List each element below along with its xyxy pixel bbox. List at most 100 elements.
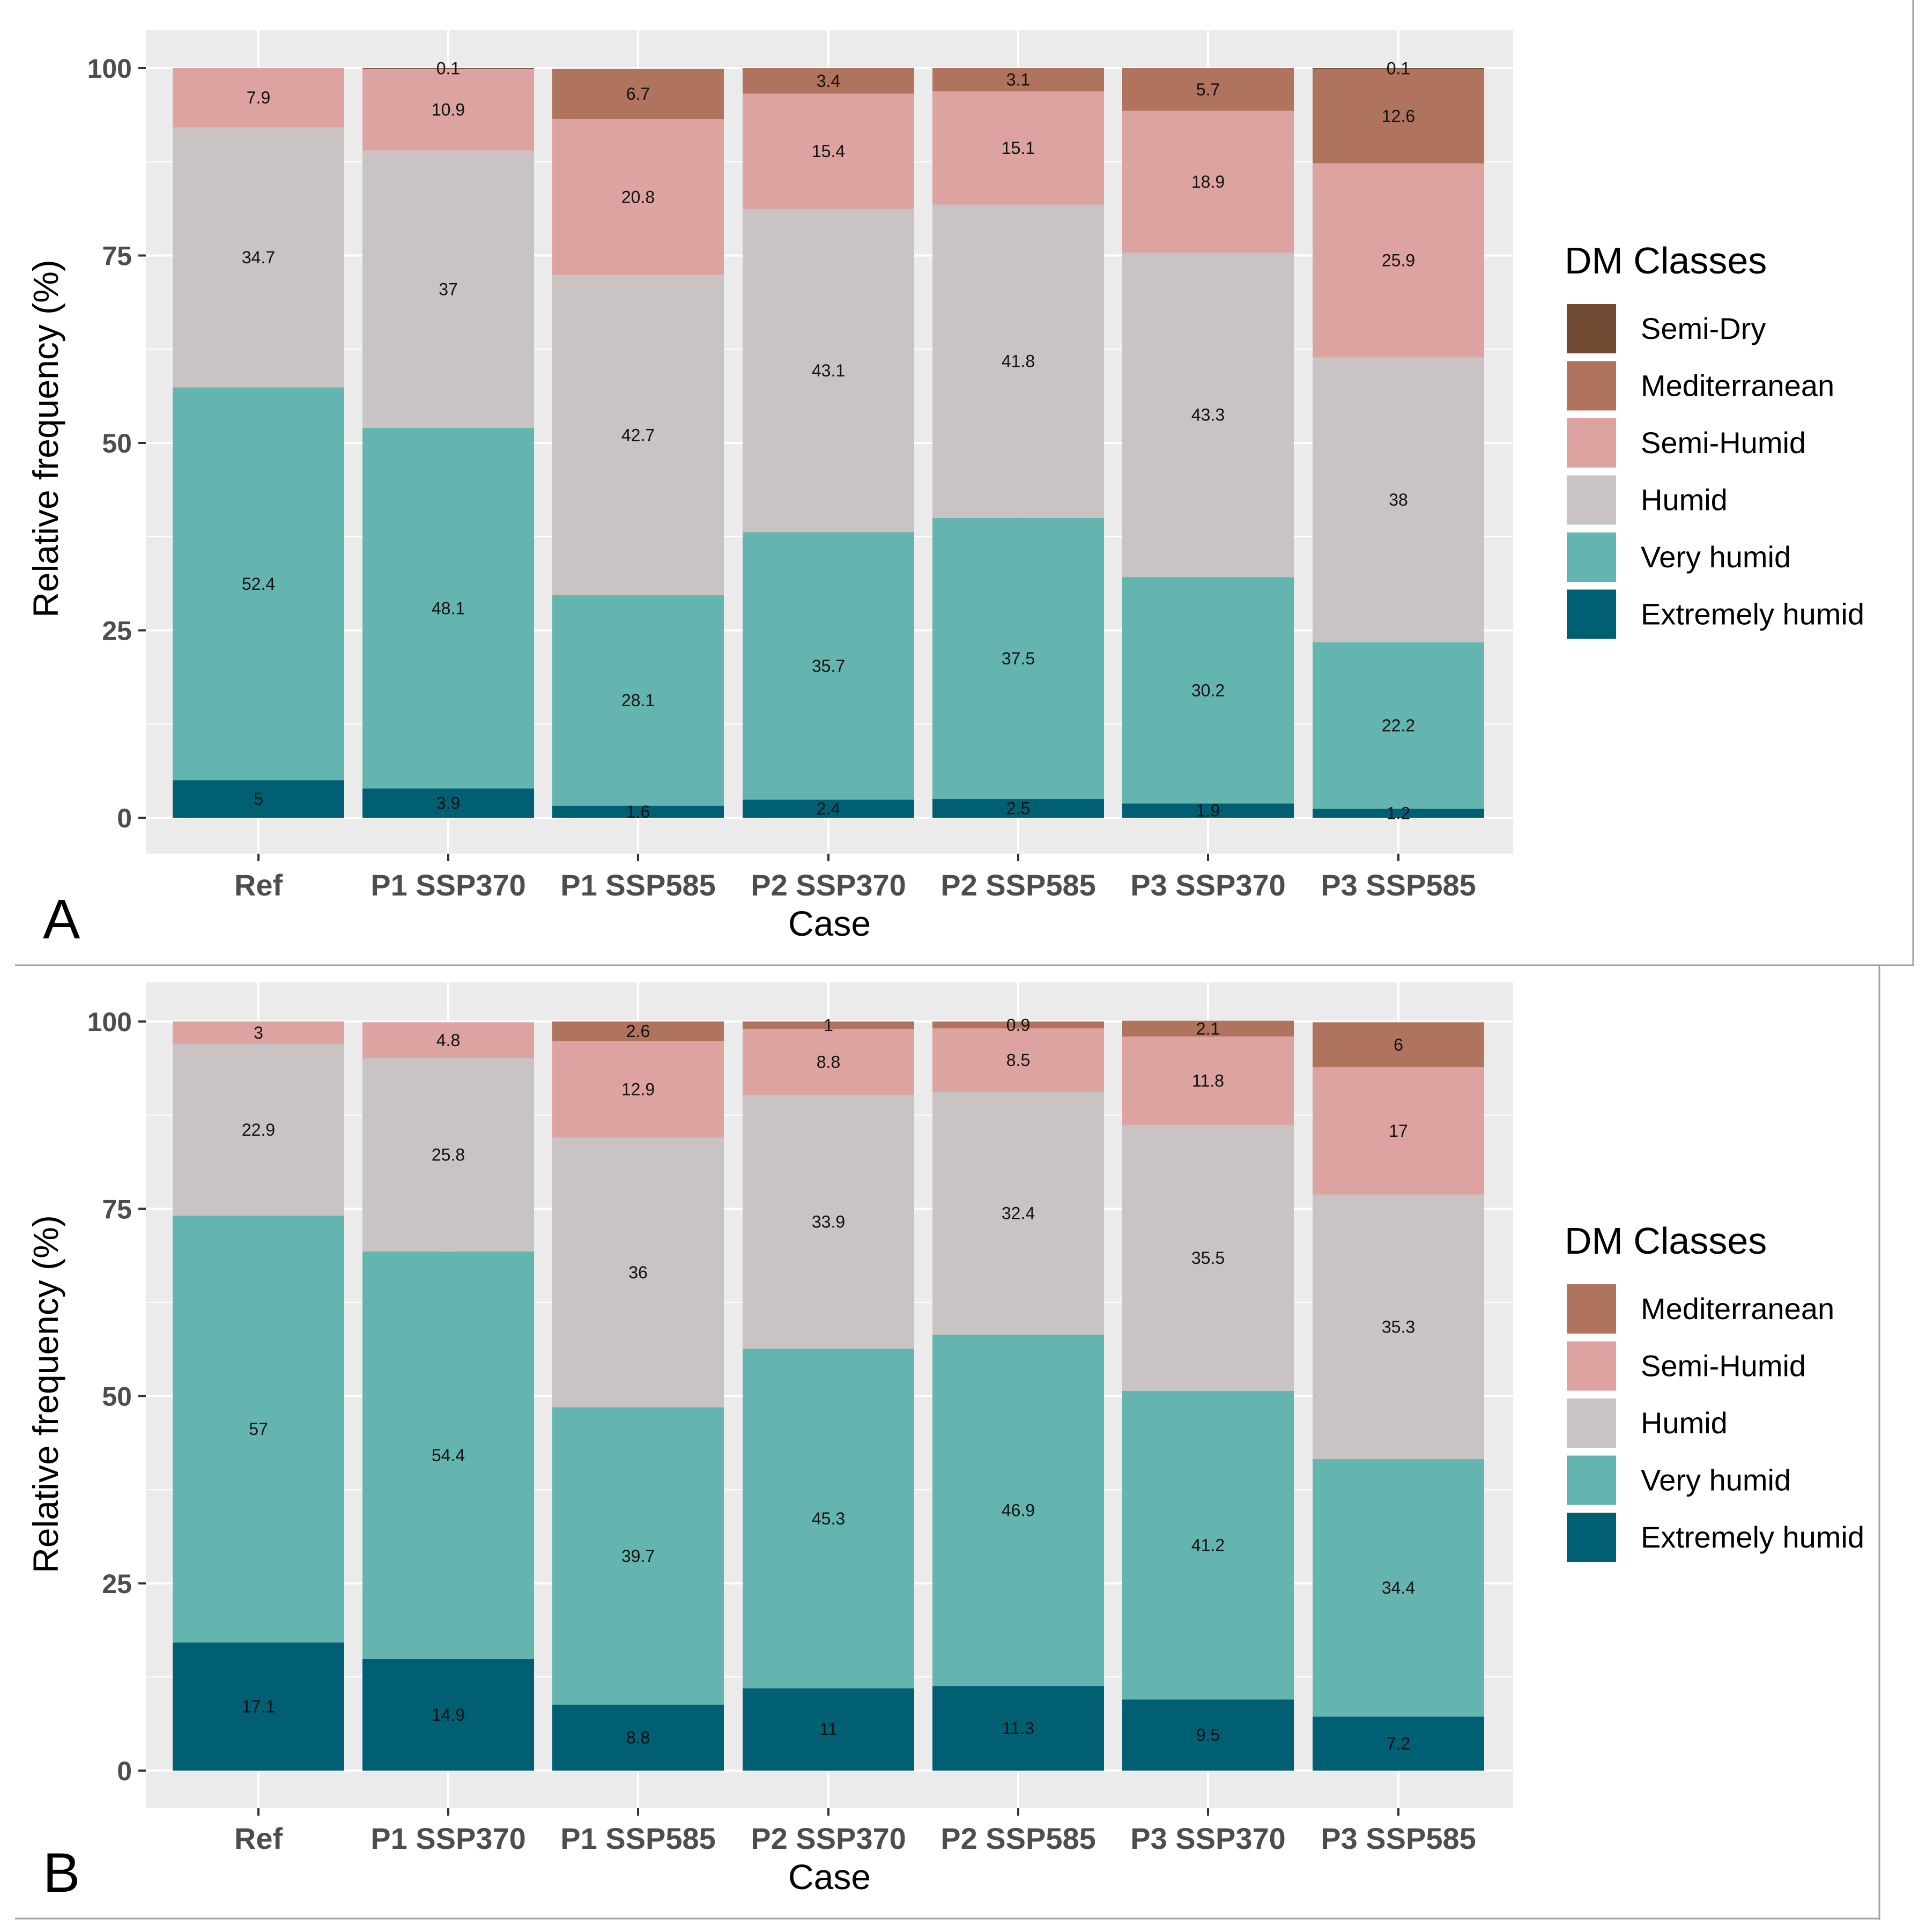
panel-label: B xyxy=(43,1842,80,1904)
bars xyxy=(173,68,1484,818)
legend-item: Semi-Humid xyxy=(1565,416,1806,470)
legend-item: Mediterranean xyxy=(1565,359,1834,413)
bar-segment-very-humid xyxy=(173,387,344,781)
data-label: 5 xyxy=(254,789,263,809)
data-label: 11 xyxy=(819,1720,837,1739)
legend-swatch xyxy=(1567,1341,1616,1391)
legend-label: Extremely humid xyxy=(1641,597,1864,631)
legend-item: Humid xyxy=(1565,473,1728,527)
panel-label: A xyxy=(43,889,80,951)
data-label: 12.6 xyxy=(1382,106,1415,125)
bar-segment-mediterranean xyxy=(932,68,1104,92)
data-label: 1.2 xyxy=(1387,804,1410,823)
data-labels: 17.1 57 22.9 3 14.9 54.4 25.8 4.8 8.8 39.7 36 12.9 2… xyxy=(242,1015,1415,1753)
legend-label: Humid xyxy=(1641,1406,1728,1440)
bar-segment-extremely-humid xyxy=(362,788,534,818)
bar-segment-humid xyxy=(1122,252,1294,578)
bar-segment-humid xyxy=(362,150,534,428)
data-label: 0.9 xyxy=(1006,1015,1030,1034)
bar-segment-semi-humid xyxy=(552,119,724,275)
x-tick-label: Ref xyxy=(234,868,283,902)
x-tick-label: P2 SSP370 xyxy=(751,868,906,902)
y-axis: 0 25 50 75 100 xyxy=(87,1007,146,1786)
bar-segment-semi-dry xyxy=(1313,68,1484,69)
legend-label: Mediterranean xyxy=(1641,1292,1834,1326)
data-label: 30.2 xyxy=(1191,680,1225,700)
data-label: 22.9 xyxy=(242,1120,275,1139)
y-tick-label: 0 xyxy=(117,1756,132,1786)
legend-item: Very humid xyxy=(1565,1453,1791,1507)
y-axis-title: Relative frequency (%) xyxy=(26,260,65,618)
data-label: 17 xyxy=(1389,1121,1408,1141)
data-label: 8.8 xyxy=(626,1728,650,1748)
legend-label: Very humid xyxy=(1641,540,1791,574)
bar-segment-semi-humid xyxy=(173,68,344,128)
bar-segment-semi-humid xyxy=(173,1021,344,1044)
bar-segment-semi-humid xyxy=(1313,163,1484,358)
bar-segment-semi-humid xyxy=(552,1041,724,1138)
data-label: 33.9 xyxy=(812,1212,845,1232)
data-label: 11.8 xyxy=(1192,1071,1224,1090)
data-label: 25.9 xyxy=(1382,251,1415,270)
data-label: 1 xyxy=(824,1016,833,1035)
data-label: 41.8 xyxy=(1002,352,1035,371)
data-label: 57 xyxy=(249,1419,268,1439)
chart-panel-a: 5 52.4 34.7 7.9 3.9 48.1 37 10.9 0.1 1.6 28.1 42.7 2… xyxy=(26,30,1864,951)
legend: DM Classes Semi-Dry Mediterranean Semi-Humi… xyxy=(1565,240,1864,641)
data-label: 38 xyxy=(1389,490,1408,509)
bar-segment-very-humid xyxy=(552,1407,724,1705)
x-tick-label: P1 SSP370 xyxy=(371,1822,526,1855)
y-tick-label: 50 xyxy=(102,1382,132,1412)
bar-segment-humid xyxy=(173,127,344,388)
data-label: 2.5 xyxy=(1006,799,1030,818)
x-tick-label: P3 SSP370 xyxy=(1130,1822,1286,1855)
legend-swatch xyxy=(1567,1284,1616,1334)
bar-segment-humid xyxy=(552,275,724,595)
legend-label: Very humid xyxy=(1641,1463,1791,1497)
y-tick-label: 75 xyxy=(102,241,132,271)
bar-segment-humid xyxy=(932,204,1104,518)
legend-label: Semi-Dry xyxy=(1641,312,1766,345)
bar-segment-extremely-humid xyxy=(362,1659,534,1771)
x-tick-label: Ref xyxy=(234,1822,283,1855)
data-label: 11.3 xyxy=(1002,1719,1034,1738)
bar-segment-very-humid xyxy=(932,1334,1104,1686)
bar-segment-extremely-humid xyxy=(173,1642,344,1771)
y-tick-label: 0 xyxy=(117,803,132,833)
y-tick-label: 100 xyxy=(87,54,132,84)
data-labels: 5 52.4 34.7 7.9 3.9 48.1 37 10.9 0.1 1.6 28.1 42.7 2… xyxy=(242,59,1415,823)
data-label: 48.1 xyxy=(432,598,465,618)
bar-segment-extremely-humid xyxy=(1313,1716,1484,1771)
x-tick-label: P2 SSP585 xyxy=(940,1822,1096,1855)
legend-title: DM Classes xyxy=(1565,240,1767,282)
bar-segment-semi-humid xyxy=(1313,1067,1484,1195)
data-label: 8.8 xyxy=(817,1052,840,1071)
data-label: 42.7 xyxy=(621,425,655,445)
bar-segment-semi-humid xyxy=(932,1028,1104,1092)
data-label: 46.9 xyxy=(1002,1501,1035,1520)
bar-segment-semi-humid xyxy=(362,69,534,151)
legend: DM Classes Mediterranean Semi-Humid Humid Ve… xyxy=(1565,1220,1864,1564)
legend-swatch xyxy=(1567,1398,1616,1448)
legend-label: Mediterranean xyxy=(1641,369,1834,403)
x-tick-label: P3 SSP585 xyxy=(1321,868,1476,902)
bar-segment-humid xyxy=(173,1043,344,1216)
y-tick-label: 25 xyxy=(102,616,132,646)
data-label: 17.1 xyxy=(242,1697,275,1716)
data-label: 2.1 xyxy=(1196,1019,1220,1038)
bar-segment-very-humid xyxy=(743,1349,914,1689)
data-label: 3 xyxy=(254,1023,263,1042)
x-axis-title: Case xyxy=(788,1857,871,1897)
data-label: 37.5 xyxy=(1002,649,1035,668)
bar-segment-semi-humid xyxy=(1122,1036,1294,1125)
data-label: 6 xyxy=(1394,1035,1403,1054)
data-label: 0.1 xyxy=(1387,59,1410,78)
data-label: 25.8 xyxy=(432,1145,465,1165)
legend-item: Extremely humid xyxy=(1565,587,1864,641)
data-label: 2.6 xyxy=(626,1021,650,1041)
bar-segment-humid xyxy=(1122,1124,1294,1391)
bar-segment-mediterranean xyxy=(932,1021,1104,1028)
x-tick-label: P2 SSP370 xyxy=(751,1822,906,1855)
data-label: 43.1 xyxy=(812,361,845,380)
bar-segment-extremely-humid xyxy=(1122,803,1294,818)
